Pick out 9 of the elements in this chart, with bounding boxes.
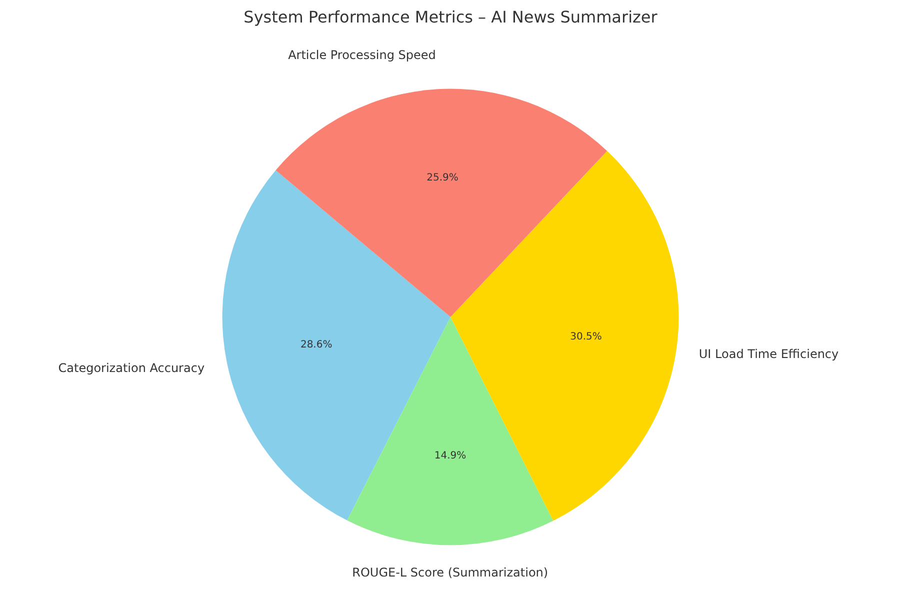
data-label: 28.6% (300, 339, 332, 350)
slice-label: Categorization Accuracy (58, 361, 205, 376)
data-label: 25.9% (426, 172, 458, 184)
data-label: 30.5% (570, 332, 602, 343)
slice-label: ROUGE-L Score (Summarization) (352, 565, 548, 580)
slice-label: Article Processing Speed (288, 48, 436, 62)
data-label: 14.9% (434, 450, 466, 462)
chart-title: System Performance Metrics – AI News Summarizer (244, 8, 658, 26)
slice-label: UI Load Time Efficiency (698, 346, 839, 361)
